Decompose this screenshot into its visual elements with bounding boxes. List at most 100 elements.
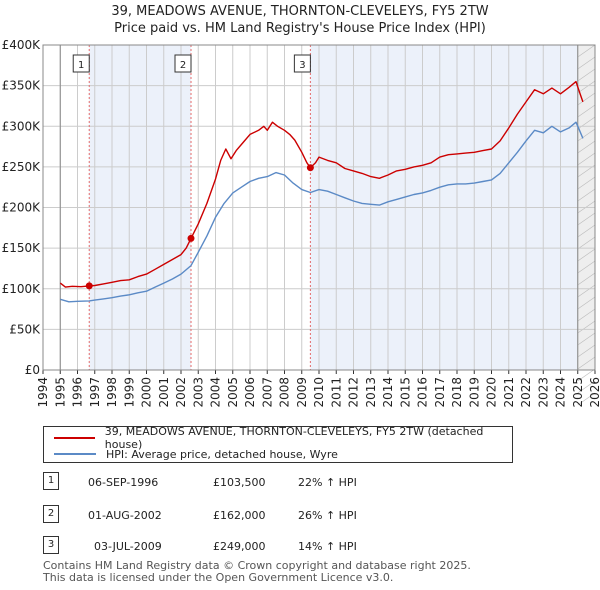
- x-tick-label: 2015: [398, 377, 412, 408]
- plot-border: [42, 44, 596, 371]
- x-tick-label: 2021: [502, 377, 516, 408]
- table-row: 3 03-JUL-2009 £249,000 14% ↑ HPI: [43, 536, 463, 556]
- x-tick-label: 2000: [140, 377, 154, 408]
- price-chart: £0 £50K £100K £150K £200K £250K £300K £350K £400…: [2, 38, 600, 408]
- legend-label-property: 39, MEADOWS AVENUE, THORNTON-CLEVELEYS, …: [104, 425, 484, 451]
- x-tick-label: 2001: [157, 377, 171, 408]
- sale-marker-box: [293, 54, 311, 73]
- legend-swatch-hpi: [54, 453, 96, 455]
- x-tick-label: 1996: [71, 377, 85, 408]
- legend-item-property: 39, MEADOWS AVENUE, THORNTON-CLEVELEYS, …: [54, 425, 512, 451]
- x-tick-label: 2024: [554, 377, 568, 408]
- future-hatch: [577, 392, 596, 406]
- table-row: 2 01-AUG-2002 £162,000 26% ↑ HPI: [43, 505, 463, 525]
- y-tick-label: £250K: [2, 160, 42, 174]
- x-tick-label: 2026: [588, 377, 600, 408]
- future-hatch: [577, 308, 596, 322]
- sale-number-badge: 2: [43, 505, 59, 523]
- x-tick-label: 2003: [191, 377, 205, 408]
- future-hatch: [577, 332, 596, 346]
- x-tick-label: 2007: [260, 377, 274, 408]
- future-hatch: [577, 188, 596, 202]
- future-hatch: [577, 368, 596, 382]
- x-tick-label: 1997: [88, 377, 102, 408]
- future-hatch: [577, 344, 596, 358]
- legend-item-hpi: HPI: Average price, detached house, Wyre: [54, 446, 338, 462]
- x-tick-label: 2025: [571, 377, 585, 408]
- x-tick-label: 2006: [243, 377, 257, 408]
- x-tick-label: 2018: [450, 377, 464, 408]
- x-tick-label: 2014: [381, 377, 395, 408]
- x-tick-label: 2011: [329, 377, 343, 408]
- sale-hpi-diff: 26% ↑ HPI: [298, 509, 357, 522]
- footer: Contains HM Land Registry data © Crown c…: [43, 560, 471, 584]
- future-hatch: [577, 224, 596, 238]
- future-hatch: [577, 380, 596, 394]
- legend-swatch-property: [54, 437, 95, 439]
- x-tick-label: 1994: [36, 377, 50, 408]
- x-tick-label: 2016: [416, 377, 430, 408]
- series-line-property: [59, 80, 584, 288]
- y-tick-label: £300K: [2, 119, 42, 133]
- future-hatch: [577, 44, 596, 58]
- sale-hpi-diff: 14% ↑ HPI: [298, 540, 357, 553]
- y-tick-label: £0: [25, 363, 40, 377]
- sale-point: [85, 282, 93, 290]
- future-hatch: [577, 176, 596, 190]
- sale-price: £103,500: [213, 476, 266, 489]
- x-tick-label: 2012: [347, 377, 361, 408]
- future-hatch: [577, 128, 596, 142]
- future-hatch: [577, 152, 596, 166]
- footer-license: This data is licensed under the Open Gov…: [43, 571, 394, 584]
- sale-number-badge: 1: [43, 472, 59, 490]
- sale-date: 01-AUG-2002: [88, 509, 162, 522]
- future-hatch: [577, 284, 596, 298]
- sale-marker-label: 1: [78, 60, 84, 71]
- sale-date: 06-SEP-1996: [88, 476, 159, 489]
- future-hatch: [577, 260, 596, 274]
- x-tick-label: 2023: [536, 377, 550, 408]
- future-hatch: [577, 140, 596, 154]
- future-hatch: [577, 212, 596, 226]
- x-tick-label: 1998: [105, 377, 119, 408]
- future-hatch: [577, 104, 596, 118]
- x-tick-label: 2008: [278, 377, 292, 408]
- future-hatch: [577, 80, 596, 94]
- x-tick-label: 2020: [485, 377, 499, 408]
- y-tick-label: £200K: [2, 201, 42, 215]
- sale-price: £162,000: [213, 509, 266, 522]
- x-tick-label: 2022: [519, 377, 533, 408]
- sale-number-badge: 3: [43, 536, 59, 554]
- future-hatch: [577, 236, 596, 250]
- sale-hpi-diff: 22% ↑ HPI: [298, 476, 357, 489]
- x-tick-label: 2009: [295, 377, 309, 408]
- sale-point: [187, 234, 195, 242]
- x-tick-label: 2004: [209, 377, 223, 408]
- future-hatch: [577, 56, 596, 70]
- future-hatch: [577, 116, 596, 130]
- sale-marker-label: 3: [299, 60, 305, 71]
- future-hatch: [577, 272, 596, 286]
- x-tick-label: 2010: [312, 377, 326, 408]
- x-tick-label: 2005: [226, 377, 240, 408]
- footer-copyright: Contains HM Land Registry data © Crown c…: [43, 559, 471, 572]
- x-tick-label: 1999: [122, 377, 136, 408]
- chart-subtitle: Price paid vs. HM Land Registry's House …: [114, 21, 486, 36]
- table-row: 1 06-SEP-1996 £103,500 22% ↑ HPI: [43, 472, 463, 492]
- sale-price: £249,000: [213, 540, 266, 553]
- x-tick-label: 2002: [174, 377, 188, 408]
- future-hatch: [577, 320, 596, 334]
- sale-point: [306, 164, 314, 172]
- future-hatch: [577, 248, 596, 262]
- sale-marker-label: 2: [180, 60, 186, 71]
- future-hatch: [577, 356, 596, 370]
- series-line-hpi: [60, 121, 584, 303]
- x-tick-label: 1995: [53, 377, 67, 408]
- y-tick-label: £100K: [2, 282, 42, 296]
- legend: 39, MEADOWS AVENUE, THORNTON-CLEVELEYS, …: [43, 425, 513, 463]
- future-hatch: [577, 92, 596, 106]
- y-tick-label: £350K: [2, 79, 42, 93]
- sale-marker-box: [174, 54, 192, 73]
- sale-marker-box: [72, 54, 90, 73]
- x-tick-label: 2013: [364, 377, 378, 408]
